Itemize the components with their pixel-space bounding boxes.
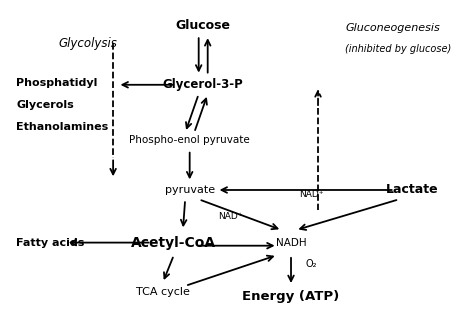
Text: Fatty acids: Fatty acids [16,238,85,248]
Text: Phospho-enol pyruvate: Phospho-enol pyruvate [129,135,250,146]
Text: Acetyl-CoA: Acetyl-CoA [131,236,217,249]
Text: NADH: NADH [276,238,306,248]
Text: O₂: O₂ [306,259,317,269]
Text: Phosphatidyl: Phosphatidyl [16,78,98,88]
Text: Glycerols: Glycerols [16,100,74,110]
Text: pyruvate: pyruvate [164,185,215,195]
Text: NAD⁺: NAD⁺ [218,212,243,221]
Text: Glycolysis: Glycolysis [59,37,118,49]
Text: Lactate: Lactate [386,184,439,197]
Text: Glucose: Glucose [176,20,231,32]
Text: (inhibited by glucose): (inhibited by glucose) [345,44,451,54]
Text: TCA cycle: TCA cycle [136,287,190,297]
Text: Energy (ATP): Energy (ATP) [242,290,340,303]
Text: Ethanolamines: Ethanolamines [16,122,109,132]
Text: NAD⁺: NAD⁺ [299,190,324,199]
Text: Glycerol-3-P: Glycerol-3-P [163,78,244,91]
Text: Gluconeogenesis: Gluconeogenesis [345,23,440,32]
